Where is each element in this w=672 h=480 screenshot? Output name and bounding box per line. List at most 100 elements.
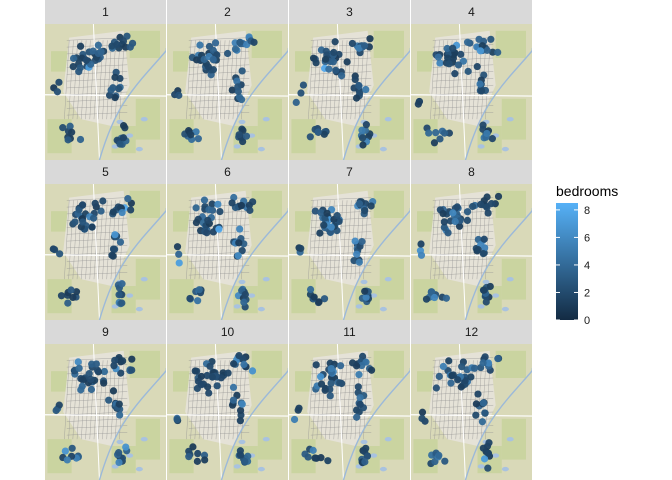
listing-points xyxy=(295,198,377,307)
listing-point xyxy=(69,62,77,71)
listing-point xyxy=(494,355,502,363)
listing-points xyxy=(171,33,258,146)
listing-point xyxy=(241,290,249,299)
listing-point xyxy=(196,41,204,49)
listing-point xyxy=(128,366,136,374)
listing-point xyxy=(290,415,299,424)
listing-point xyxy=(348,359,357,367)
listing-point xyxy=(432,384,440,392)
listing-point xyxy=(116,411,124,419)
facet-panel: 10 xyxy=(167,320,288,480)
facet-panel: 2 xyxy=(167,0,288,160)
listing-point xyxy=(469,202,477,211)
listing-point xyxy=(87,375,95,383)
listing-point xyxy=(77,386,85,394)
listing-point xyxy=(309,446,317,454)
listing-point xyxy=(213,382,221,390)
listing-point xyxy=(236,417,244,425)
listing-point xyxy=(476,47,485,55)
listing-points xyxy=(173,352,257,466)
listing-point xyxy=(451,217,459,226)
listing-point xyxy=(355,200,364,208)
listing-point xyxy=(356,394,364,402)
facet-panel: 1 xyxy=(45,0,166,160)
listing-point xyxy=(472,411,480,419)
facet-panel: 4 xyxy=(411,0,532,160)
listing-point xyxy=(362,85,370,94)
listing-point xyxy=(72,288,81,296)
facet-strip-label: 7 xyxy=(346,165,353,179)
facet-strip-label: 1 xyxy=(102,5,109,19)
listing-point xyxy=(105,396,113,404)
listing-point xyxy=(331,38,339,46)
listing-point xyxy=(77,42,85,50)
listing-point xyxy=(230,193,238,202)
listing-point xyxy=(455,222,464,230)
listing-point xyxy=(442,294,450,302)
facet-strip xyxy=(411,160,532,184)
listing-point xyxy=(327,379,335,387)
listing-point xyxy=(449,371,457,379)
listing-point xyxy=(64,136,72,144)
listing-point xyxy=(205,206,213,214)
listing-point xyxy=(478,87,486,95)
listing-point xyxy=(444,54,452,62)
listing-point xyxy=(361,458,369,466)
facet-panel: 5 xyxy=(45,160,166,320)
facet-strip-label: 5 xyxy=(102,165,109,179)
listing-point xyxy=(119,134,128,142)
listing-point xyxy=(215,225,223,233)
basemap xyxy=(45,184,166,320)
listing-point xyxy=(216,207,224,216)
listing-point xyxy=(459,57,468,65)
listing-point xyxy=(126,43,134,51)
listing-point xyxy=(175,250,183,258)
facet-panel: 8 xyxy=(411,160,532,320)
listing-point xyxy=(203,383,212,391)
listing-point xyxy=(320,130,328,138)
listing-points xyxy=(290,352,376,467)
listing-point xyxy=(197,381,205,389)
legend-tick-label: 2 xyxy=(584,287,590,299)
listing-point xyxy=(237,201,245,210)
listing-point xyxy=(494,192,503,201)
basemap xyxy=(45,344,166,480)
listing-point xyxy=(439,362,447,371)
listing-point xyxy=(312,361,320,369)
facet-strip xyxy=(167,160,288,184)
listing-point xyxy=(467,373,475,381)
legend-tick-label: 8 xyxy=(584,205,590,217)
listing-point xyxy=(66,122,74,130)
listing-point xyxy=(214,200,222,208)
listing-point xyxy=(445,60,453,68)
facet-strip xyxy=(167,0,288,24)
legend-tick-label: 6 xyxy=(584,232,590,244)
listing-point xyxy=(100,379,108,387)
listing-point xyxy=(64,299,72,307)
facet-strip-label: 3 xyxy=(346,5,353,19)
listing-point xyxy=(355,81,363,90)
listing-point xyxy=(57,292,66,300)
facet-strip xyxy=(289,320,410,344)
listing-point xyxy=(359,141,367,149)
listing-point xyxy=(474,246,482,254)
listing-points xyxy=(292,35,374,149)
listing-point xyxy=(236,451,245,459)
listing-point xyxy=(327,223,335,231)
listing-point xyxy=(317,380,326,388)
listing-point xyxy=(441,457,449,465)
listing-point xyxy=(118,299,126,307)
listing-point xyxy=(118,280,126,288)
listing-point xyxy=(481,353,489,361)
listing-point xyxy=(418,408,427,416)
listing-point xyxy=(317,454,325,462)
listing-point xyxy=(321,55,330,63)
listing-point xyxy=(439,210,447,218)
listing-point xyxy=(475,35,483,43)
listing-point xyxy=(237,95,246,104)
listing-point xyxy=(447,379,455,387)
listing-point xyxy=(306,285,315,294)
listing-point xyxy=(211,39,220,47)
listing-point xyxy=(116,140,124,148)
